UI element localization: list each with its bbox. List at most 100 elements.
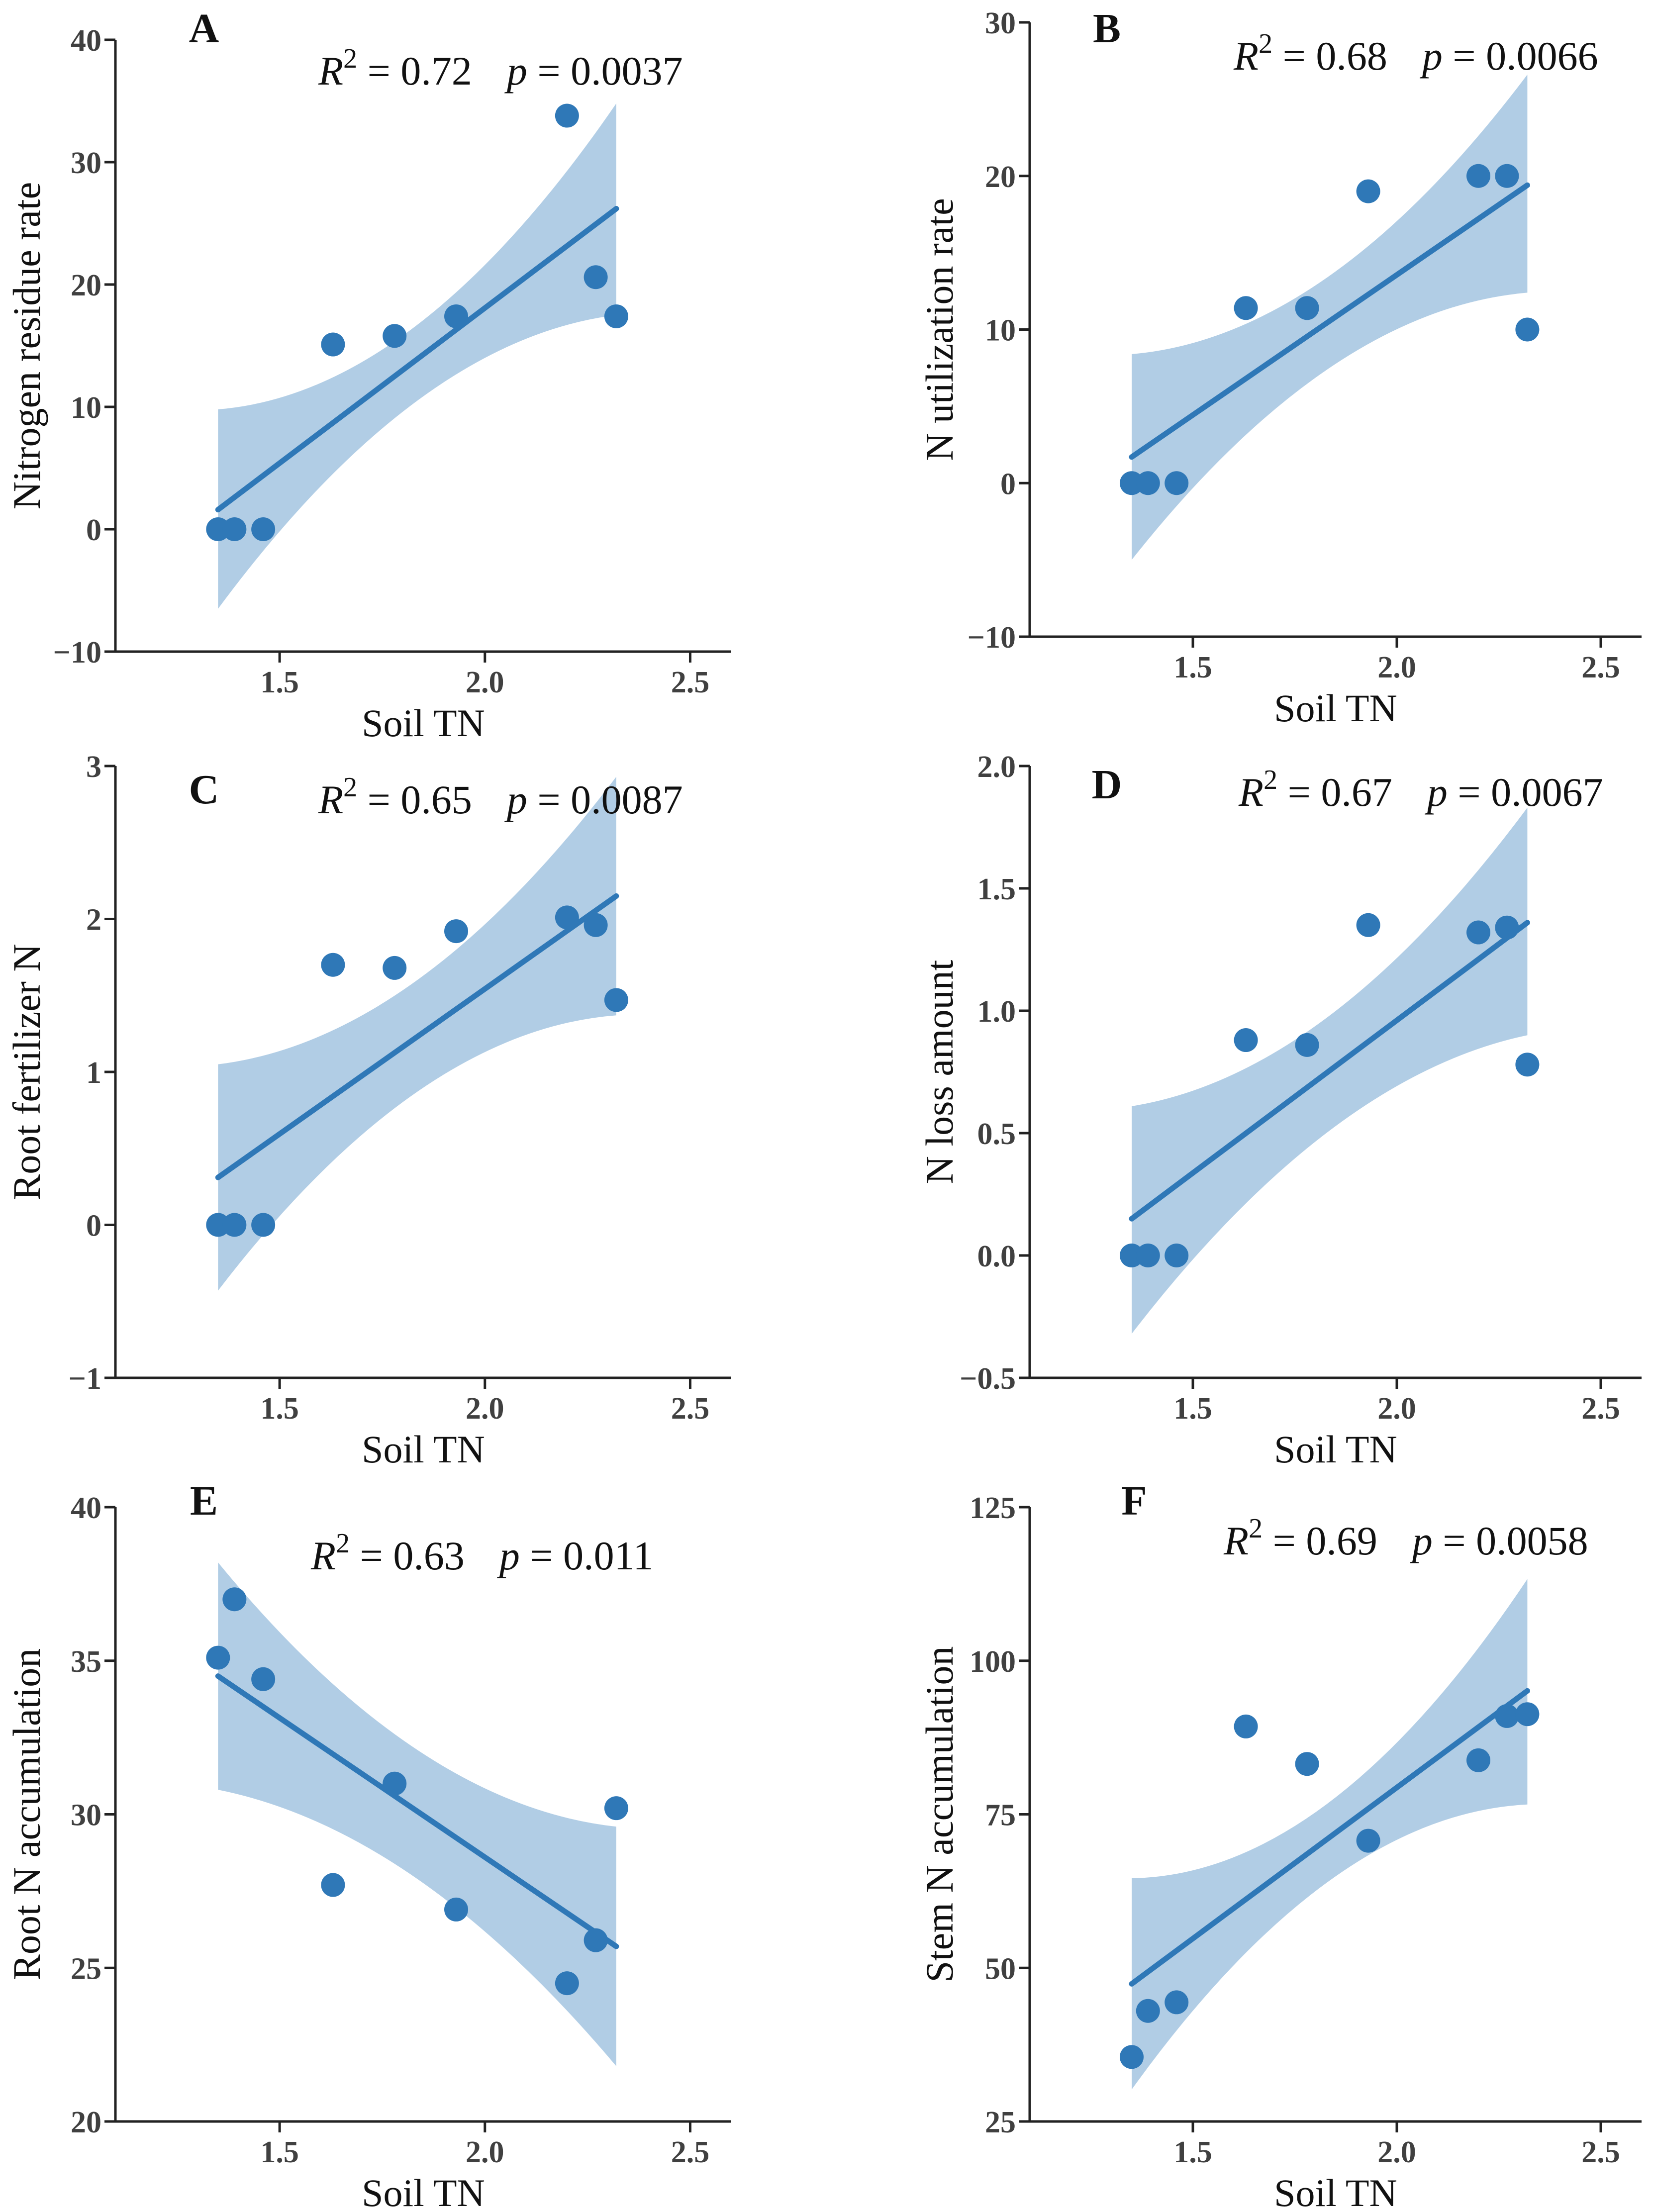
panel-a-data-point-7 (555, 103, 579, 128)
panel-f-data-point-5 (1295, 1752, 1319, 1776)
panel-e-data-point-1 (206, 1645, 230, 1670)
panel-c-x-tick-label: 2.5 (671, 1392, 710, 1426)
panel-a-data-point-4 (321, 332, 345, 357)
panel-a-data-point-8 (583, 265, 608, 289)
panel-c-x-tick-label: 2.0 (466, 1392, 504, 1426)
panel-b-regression-line (1129, 182, 1530, 460)
panel-d-x-tick-label: 1.5 (1173, 1392, 1212, 1426)
panel-a-y-tick-label: 10 (71, 391, 101, 425)
panel-b-x-tick-label: 2.5 (1581, 651, 1620, 684)
panel-e-regression-line (215, 1673, 619, 1949)
panel-f-y-axis-title: Stem N accumulation (918, 1646, 961, 1983)
panel-a: −10 0 10 20 30 40 1.5 2.0 2.5 Soil TN Nitrogen res… (5, 5, 731, 745)
panel-b-data-point-6 (1356, 179, 1380, 203)
panel-e-data-point-9 (604, 1796, 628, 1821)
panel-b-y-tick-label: 10 (985, 314, 1016, 348)
panel-a-y-axis-title: Nitrogen residue rate (5, 182, 48, 509)
panel-c-r2-value: = 0.65 (357, 777, 472, 822)
panel-c-data-point-1 (206, 1213, 230, 1237)
panel-e-letter: E (190, 1478, 218, 1524)
panel-c-data-point-5 (383, 956, 407, 980)
panel-f-y-tick-label: 50 (985, 1952, 1016, 1986)
panel-d-r2-value: = 0.67 (1277, 769, 1392, 815)
panel-d-data-point-8 (1495, 915, 1519, 940)
panel-c-letter: C (189, 767, 219, 813)
panel-f-data-point-6 (1356, 1828, 1380, 1853)
panel-e-data-point-7 (555, 1971, 579, 1996)
panel-d-y-tick-label: 0.0 (977, 1240, 1016, 1273)
panel-b: −10 0 10 20 30 1.5 2.0 2.5 Soil TN N utilization … (918, 5, 1642, 730)
panel-b-data-point-9 (1515, 317, 1540, 342)
panel-b-data-point-7 (1466, 164, 1490, 188)
panel-b-y-tick-label: 20 (985, 160, 1016, 194)
panel-c-data-point-4 (321, 953, 345, 977)
panel-e-y-tick-label: 20 (71, 2106, 101, 2139)
panel-b-y-tick-label: −10 (968, 621, 1016, 655)
panel-a-x-tick-label: 1.5 (260, 666, 299, 699)
panel-b-x-axis-title: Soil TN (1274, 686, 1397, 730)
panel-e-r2-value: = 0.63 (350, 1533, 465, 1578)
panel-b-data-point-1 (1120, 471, 1144, 495)
panel-d-data-point-2 (1136, 1244, 1160, 1267)
panel-d-data-point-7 (1466, 920, 1490, 945)
panel-e-p-symbol: p (497, 1533, 520, 1578)
panel-b-data-point-2 (1136, 471, 1160, 495)
panel-c-data-point-8 (583, 913, 608, 937)
panel-f-r2-symbol: R (1223, 1518, 1249, 1563)
panel-c-y-tick-label: 0 (86, 1209, 101, 1243)
panel-c: −1 0 1 2 3 1.5 2.0 2.5 Soil TN Root fertilizer N C… (5, 750, 731, 1471)
panel-e-x-axis-title: Soil TN (362, 2171, 485, 2212)
panel-f-r2-value: = 0.69 (1263, 1518, 1377, 1563)
panel-b-p-value: = 0.0066 (1443, 33, 1598, 79)
panel-f-x-tick-label: 1.5 (1173, 2135, 1212, 2169)
panel-a-y-tick-label: 30 (71, 146, 101, 180)
panel-f-data-point-7 (1466, 1748, 1490, 1772)
panel-f-data-point-1 (1120, 2045, 1144, 2069)
panel-b-r2-superscript: 2 (1259, 28, 1272, 59)
panel-a-data-point-5 (383, 324, 407, 348)
panel-d-p-value: = 0.0067 (1448, 769, 1603, 815)
panel-b-confidence-band (1132, 74, 1528, 560)
panel-f-y-tick-label: 25 (985, 2106, 1016, 2139)
panel-a-data-point-9 (604, 304, 628, 328)
panel-b-data-point-5 (1295, 296, 1319, 320)
panel-b-y-tick-label: 30 (985, 6, 1016, 40)
panel-d-x-tick-label: 2.5 (1581, 1392, 1620, 1426)
panel-a-data-point-3 (251, 517, 276, 541)
panel-d-p-symbol: p (1425, 769, 1448, 815)
panel-f-letter: F (1121, 1478, 1147, 1524)
panel-b-stats-annotation: R2 = 0.68 p = 0.0066 (1233, 28, 1598, 79)
panel-e-data-point-3 (251, 1667, 276, 1691)
panel-f-x-axis-title: Soil TN (1274, 2171, 1397, 2212)
panel-b-y-axis-title: N utilization rate (918, 198, 961, 461)
panel-f-y-tick-label: 125 (970, 1491, 1016, 1525)
panel-c-regression-line (215, 893, 619, 1180)
panel-d: −0.5 0.0 0.5 1.0 1.5 2.0 1.5 2.0 2.5 Soil TN N los… (918, 750, 1642, 1471)
panel-c-data-point-9 (604, 988, 628, 1012)
panel-b-data-point-8 (1495, 164, 1519, 188)
panel-b-data-point-4 (1234, 296, 1258, 320)
panel-f-p-value: = 0.0058 (1433, 1518, 1588, 1563)
panel-c-y-axis-title: Root fertilizer N (5, 944, 48, 1200)
panel-f-stats-annotation: R2 = 0.69 p = 0.0058 (1223, 1513, 1588, 1563)
panel-a-y-tick-label: 20 (71, 269, 101, 302)
panel-d-letter: D (1092, 762, 1122, 808)
panel-c-data-point-7 (555, 905, 579, 930)
panel-e-y-axis-title: Root N accumulation (5, 1648, 48, 1980)
panel-c-y-tick-label: 2 (86, 903, 101, 937)
panel-e-stats-annotation: R2 = 0.63 p = 0.011 (310, 1528, 654, 1578)
panel-a-y-tick-label: 40 (71, 24, 101, 58)
panel-a-x-axis-title: Soil TN (362, 701, 485, 745)
panel-f-y-tick-label: 100 (970, 1645, 1016, 1679)
panel-e-data-point-8 (583, 1928, 608, 1952)
panel-f-data-point-9 (1515, 1702, 1540, 1727)
panel-d-data-point-6 (1356, 913, 1380, 937)
panel-d-y-axis-title: N loss amount (918, 960, 961, 1184)
panel-f-data-point-2 (1136, 1999, 1160, 2023)
panel-d-y-tick-label: 1.5 (977, 872, 1016, 906)
panel-e-y-tick-label: 25 (71, 1952, 101, 1986)
panel-d-regression-line (1129, 920, 1530, 1222)
panel-b-letter: B (1093, 5, 1121, 52)
panel-a-data-point-2 (222, 517, 247, 541)
